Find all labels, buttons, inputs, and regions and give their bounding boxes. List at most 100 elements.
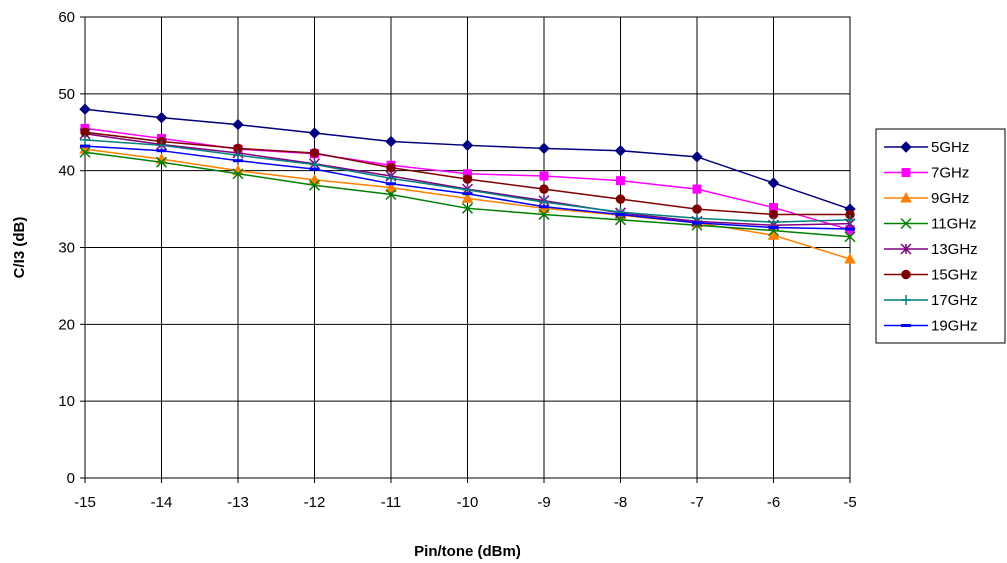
legend-label: 11GHz xyxy=(931,216,977,233)
data-point xyxy=(461,192,474,203)
legend: 5GHz 7GHz 9GHz 11GHz 13GHz 15GHz 17GHz 19GHz xyxy=(875,128,1006,344)
data-point xyxy=(155,156,168,168)
x-tick-label: -7 xyxy=(690,494,703,511)
legend-item-9ghz: 9GHz xyxy=(884,190,969,207)
data-point xyxy=(538,208,550,220)
data-point xyxy=(233,159,243,163)
legend-item-19ghz: 19GHz xyxy=(884,318,978,335)
x-tick-label: -6 xyxy=(767,494,780,511)
x-axis-title: Pin/tone (dBm) xyxy=(414,543,521,560)
series-layer xyxy=(79,103,856,264)
legend-swatch-marker xyxy=(900,191,912,203)
data-point xyxy=(844,231,856,243)
data-point xyxy=(844,252,856,264)
data-point xyxy=(386,162,396,173)
data-point xyxy=(308,179,321,191)
series-17ghz xyxy=(80,134,855,228)
data-point xyxy=(79,103,91,115)
data-point xyxy=(79,146,91,158)
data-point xyxy=(233,150,243,161)
data-point xyxy=(461,139,474,152)
data-point xyxy=(385,135,397,148)
data-point xyxy=(615,194,626,204)
y-tick-label: 10 xyxy=(58,393,75,410)
y-tick-label: 20 xyxy=(58,316,75,333)
data-point xyxy=(232,168,244,180)
legend-item-5ghz: 5GHz xyxy=(884,139,969,156)
x-tick-label: -11 xyxy=(381,494,402,511)
data-point xyxy=(539,184,549,194)
series-15ghz xyxy=(80,127,855,220)
y-tick-label: 30 xyxy=(58,240,75,257)
data-point xyxy=(539,205,549,209)
data-point xyxy=(155,111,168,124)
data-point xyxy=(386,173,396,184)
legend-label: 9GHz xyxy=(931,190,969,207)
x-tick-label: -9 xyxy=(537,494,550,511)
x-tick-label: -12 xyxy=(304,494,326,511)
legend-box xyxy=(875,128,1006,344)
y-tick-label: 40 xyxy=(58,163,75,180)
data-point xyxy=(385,188,397,201)
legend-swatch-marker xyxy=(901,269,911,280)
data-point xyxy=(309,148,320,158)
data-point xyxy=(386,182,396,186)
data-point xyxy=(156,149,167,153)
data-point xyxy=(156,140,167,151)
y-tick-label: 50 xyxy=(58,86,75,103)
data-point xyxy=(80,144,90,148)
data-point xyxy=(539,171,549,181)
legend-swatch-marker xyxy=(900,141,912,153)
x-tick-label: -5 xyxy=(843,494,856,511)
axis-ticks: 0 10 20 30 40 50 60 -15 -14 -13 -12 -11 -10 -9 -8 -7 -6 -… xyxy=(58,9,856,511)
legend-swatch-marker xyxy=(901,324,911,327)
y-tick-label: 60 xyxy=(58,9,75,26)
legend-item-7ghz: 7GHz xyxy=(884,165,969,182)
data-point xyxy=(845,227,855,231)
data-point xyxy=(767,177,780,189)
legend-label: 7GHz xyxy=(931,165,969,182)
data-point xyxy=(385,181,397,193)
data-point xyxy=(691,151,703,163)
x-tick-label: -15 xyxy=(74,494,96,511)
series-19ghz xyxy=(80,144,855,231)
data-point xyxy=(232,118,244,131)
y-axis-title: C/I3 (dB) xyxy=(11,217,28,279)
y-tick-label: 0 xyxy=(67,470,75,487)
legend-label: 13GHz xyxy=(931,241,978,258)
legend-label: 5GHz xyxy=(931,139,969,156)
data-point xyxy=(692,204,702,214)
data-point xyxy=(462,174,473,184)
data-point xyxy=(768,226,779,230)
legend-label: 17GHz xyxy=(931,292,978,309)
x-tick-label: -8 xyxy=(614,494,627,511)
legend-swatch-marker xyxy=(900,243,912,255)
data-point xyxy=(768,217,779,228)
data-point xyxy=(692,221,702,225)
data-point xyxy=(614,144,627,157)
data-point xyxy=(80,134,90,145)
data-point xyxy=(615,212,626,216)
legend-swatch-marker xyxy=(900,217,912,230)
data-point xyxy=(309,167,320,171)
legend-item-11ghz: 11GHz xyxy=(884,216,977,233)
legend-swatch-marker xyxy=(901,295,911,305)
data-point xyxy=(767,229,780,240)
data-point xyxy=(692,184,702,194)
data-point xyxy=(538,142,550,155)
data-point xyxy=(845,214,855,225)
data-point xyxy=(308,127,321,139)
legend-item-13ghz: 13GHz xyxy=(884,241,978,258)
x-tick-label: -10 xyxy=(457,494,479,511)
x-tick-label: -13 xyxy=(227,494,249,511)
data-point xyxy=(308,173,321,185)
series-5ghz xyxy=(79,103,856,215)
legend-item-17ghz: 17GHz xyxy=(884,292,978,309)
data-point xyxy=(616,176,625,186)
grid-lines xyxy=(85,17,850,478)
data-point xyxy=(462,192,473,196)
x-tick-label: -14 xyxy=(151,494,173,511)
legend-label: 19GHz xyxy=(931,318,978,335)
legend-label: 15GHz xyxy=(931,267,978,284)
